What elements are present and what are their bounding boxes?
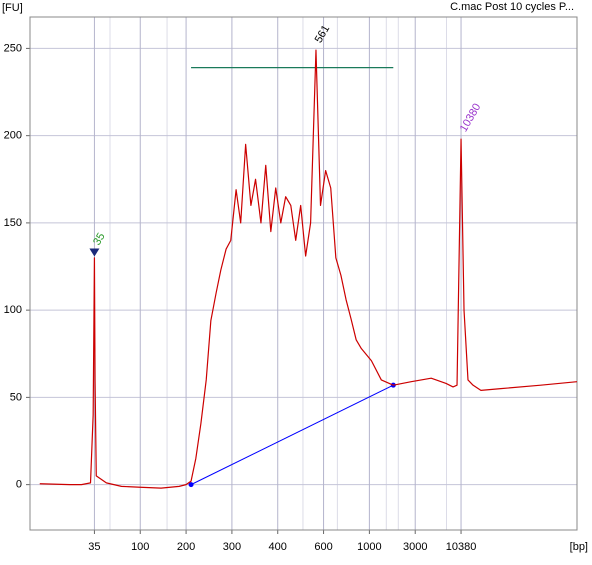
y-tick-label: 50 bbox=[10, 391, 22, 403]
y-axis-label: [FU] bbox=[2, 2, 23, 14]
peak-marker bbox=[89, 248, 100, 257]
x-tick-label: 200 bbox=[177, 541, 195, 553]
x-tick-label: 3000 bbox=[403, 541, 427, 553]
chart-title: C.mac Post 10 cycles P... bbox=[450, 1, 574, 13]
x-tick-label: 35 bbox=[88, 541, 100, 553]
y-tick-label: 0 bbox=[16, 479, 22, 491]
peak-label: 35 bbox=[91, 231, 108, 248]
y-tick-label: 150 bbox=[4, 217, 22, 229]
x-tick-label: 1000 bbox=[357, 541, 381, 553]
baseline-marker bbox=[188, 482, 194, 488]
x-axis-label: [bp] bbox=[570, 541, 588, 553]
x-tick-label: 10380 bbox=[446, 541, 477, 553]
baseline bbox=[190, 384, 394, 486]
plot-frame bbox=[29, 16, 578, 531]
x-tick-label: 400 bbox=[269, 541, 287, 553]
y-tick-label: 100 bbox=[4, 304, 22, 316]
y-tick-label: 250 bbox=[4, 42, 22, 54]
trace bbox=[39, 49, 578, 489]
x-tick-label: 300 bbox=[223, 541, 241, 553]
x-tick-label: 600 bbox=[314, 541, 332, 553]
x-tick-label: 100 bbox=[131, 541, 149, 553]
y-tick-label: 200 bbox=[4, 130, 22, 142]
